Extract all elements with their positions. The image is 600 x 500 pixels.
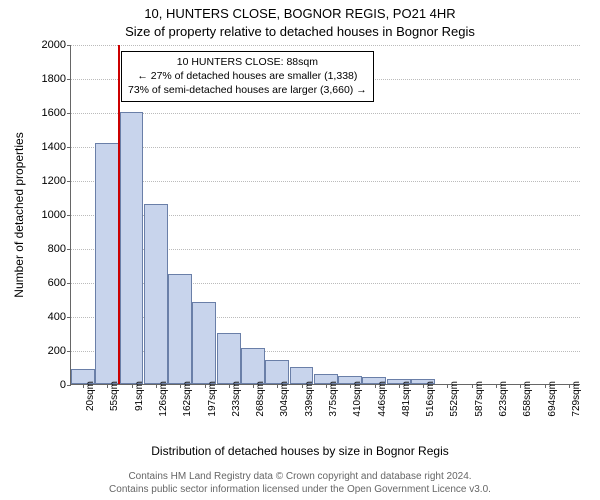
xtick-label: 304sqm — [279, 381, 290, 417]
ytick-mark — [67, 249, 71, 250]
xtick-label: 20sqm — [85, 381, 96, 411]
xtick-label: 623sqm — [498, 381, 509, 417]
ytick-label: 0 — [31, 379, 66, 391]
ytick-label: 200 — [31, 345, 66, 357]
footer-line-2: Contains public sector information licen… — [0, 483, 600, 496]
ytick-mark — [67, 45, 71, 46]
xtick-label: 446sqm — [377, 381, 388, 417]
xtick-mark — [545, 384, 546, 388]
ytick-label: 400 — [31, 311, 66, 323]
reference-line — [118, 45, 120, 384]
plot-area: 020040060080010001200140016001800200020s… — [70, 45, 580, 385]
xtick-label: 55sqm — [109, 381, 120, 411]
gridline-h — [71, 113, 580, 114]
xtick-label: 694sqm — [547, 381, 558, 417]
ytick-mark — [67, 147, 71, 148]
annotation-line-3: 73% of semi-detached houses are larger (… — [128, 83, 367, 97]
xtick-mark — [423, 384, 424, 388]
histogram-bar — [217, 333, 241, 384]
ytick-mark — [67, 351, 71, 352]
chart-title-line2: Size of property relative to detached ho… — [0, 24, 600, 39]
histogram-bar — [95, 143, 119, 384]
xtick-mark — [496, 384, 497, 388]
ytick-mark — [67, 283, 71, 284]
ytick-label: 1200 — [31, 175, 66, 187]
xtick-label: 481sqm — [401, 381, 412, 417]
xtick-label: 126sqm — [158, 381, 169, 417]
xtick-label: 658sqm — [522, 381, 533, 417]
xtick-label: 197sqm — [207, 381, 218, 417]
xtick-mark — [375, 384, 376, 388]
xtick-mark — [132, 384, 133, 388]
ytick-mark — [67, 181, 71, 182]
ytick-label: 1600 — [31, 107, 66, 119]
ytick-label: 600 — [31, 277, 66, 289]
xtick-label: 587sqm — [474, 381, 485, 417]
ytick-label: 800 — [31, 243, 66, 255]
xtick-label: 552sqm — [449, 381, 460, 417]
y-axis-label: Number of detached properties — [12, 132, 26, 297]
xtick-mark — [156, 384, 157, 388]
histogram-bar — [241, 348, 265, 384]
xtick-mark — [302, 384, 303, 388]
xtick-mark — [569, 384, 570, 388]
xtick-mark — [326, 384, 327, 388]
xtick-mark — [472, 384, 473, 388]
chart-title-line1: 10, HUNTERS CLOSE, BOGNOR REGIS, PO21 4H… — [0, 6, 600, 21]
histogram-bar — [144, 204, 168, 384]
ytick-mark — [67, 215, 71, 216]
ytick-mark — [67, 317, 71, 318]
xtick-label: 162sqm — [182, 381, 193, 417]
xtick-mark — [229, 384, 230, 388]
ytick-mark — [67, 385, 71, 386]
histogram-bar — [192, 302, 216, 384]
annotation-line-2: ← 27% of detached houses are smaller (1,… — [128, 69, 367, 83]
ytick-label: 1800 — [31, 73, 66, 85]
x-axis-label: Distribution of detached houses by size … — [0, 444, 600, 458]
xtick-label: 91sqm — [134, 381, 145, 411]
xtick-mark — [205, 384, 206, 388]
gridline-h — [71, 45, 580, 46]
histogram-bar — [168, 274, 192, 385]
gridline-h — [71, 147, 580, 148]
ytick-label: 1400 — [31, 141, 66, 153]
xtick-label: 375sqm — [328, 381, 339, 417]
xtick-label: 233sqm — [231, 381, 242, 417]
annotation-box: 10 HUNTERS CLOSE: 88sqm ← 27% of detache… — [121, 51, 374, 102]
xtick-label: 516sqm — [425, 381, 436, 417]
chart-container: 10, HUNTERS CLOSE, BOGNOR REGIS, PO21 4H… — [0, 0, 600, 500]
xtick-label: 729sqm — [571, 381, 582, 417]
xtick-label: 410sqm — [352, 381, 363, 417]
ytick-label: 1000 — [31, 209, 66, 221]
xtick-mark — [399, 384, 400, 388]
ytick-mark — [67, 113, 71, 114]
ytick-mark — [67, 79, 71, 80]
annotation-line-1: 10 HUNTERS CLOSE: 88sqm — [128, 55, 367, 69]
footer-attribution: Contains HM Land Registry data © Crown c… — [0, 470, 600, 496]
xtick-mark — [83, 384, 84, 388]
xtick-label: 339sqm — [304, 381, 315, 417]
footer-line-1: Contains HM Land Registry data © Crown c… — [0, 470, 600, 483]
ytick-label: 2000 — [31, 39, 66, 51]
xtick-mark — [253, 384, 254, 388]
histogram-bar — [120, 112, 144, 384]
xtick-label: 268sqm — [255, 381, 266, 417]
gridline-h — [71, 181, 580, 182]
